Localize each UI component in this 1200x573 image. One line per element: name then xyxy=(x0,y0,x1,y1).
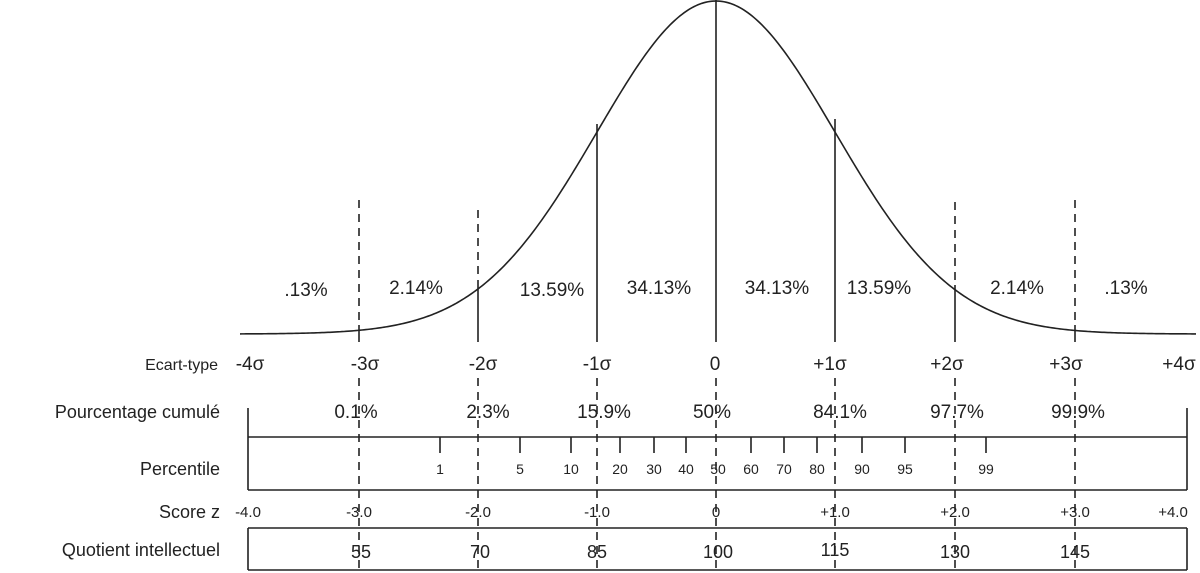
percentile-label-80: 80 xyxy=(809,461,825,477)
iq-label-70: 70 xyxy=(470,542,490,562)
segment-pct-3: 13.59% xyxy=(520,280,585,301)
zscore-label-0: 0 xyxy=(712,504,720,521)
iq-label-115: 115 xyxy=(821,540,850,560)
percentile-label-5: 5 xyxy=(516,461,524,477)
row-label-percentile: Percentile xyxy=(140,459,220,479)
percentile-label-30: 30 xyxy=(646,461,662,477)
segment-pct-5: 34.13% xyxy=(745,278,810,299)
percentile-label-10: 10 xyxy=(563,461,579,477)
sigma-tick-0: 0 xyxy=(710,354,721,375)
percentile-label-95: 95 xyxy=(897,461,913,477)
sigma-tick-plus1: +1σ xyxy=(813,354,847,375)
cumulative-2.3: 2.3% xyxy=(466,402,509,423)
iq-label-85: 85 xyxy=(587,542,607,562)
segment-pct-1: .13% xyxy=(284,280,327,301)
row-label-sigma: Ecart-type xyxy=(145,357,218,374)
zscore-label-plus4: +4.0 xyxy=(1158,504,1188,521)
percentile-label-40: 40 xyxy=(678,461,694,477)
sigma-tick-minus3: -3σ xyxy=(351,354,380,375)
zscore-label-minus2: -2.0 xyxy=(465,504,491,521)
iq-label-55: 55 xyxy=(351,542,371,562)
row-label-cumulative: Pourcentage cumulé xyxy=(55,402,220,422)
percentile-label-70: 70 xyxy=(776,461,792,477)
cumulative-84.1: 84.1% xyxy=(813,402,867,423)
segment-pct-2: 2.14% xyxy=(389,278,443,299)
percentile-ticks xyxy=(439,437,987,453)
cumulative-99.9: 99.9% xyxy=(1051,402,1105,423)
sigma-tick-plus2: +2σ xyxy=(930,354,964,375)
segment-pct-6: 13.59% xyxy=(847,278,912,299)
percentile-label-20: 20 xyxy=(612,461,628,477)
zscore-label-minus4: -4.0 xyxy=(235,504,261,521)
percentile-label-1: 1 xyxy=(436,461,444,477)
zscore-label-plus3: +3.0 xyxy=(1060,504,1090,521)
cumulative-97.7: 97.7% xyxy=(930,402,984,423)
iq-label-130: 130 xyxy=(940,542,970,562)
sigma-tick-minus2: -2σ xyxy=(469,354,498,375)
cumulative-0.1: 0.1% xyxy=(334,402,377,423)
iq-label-145: 145 xyxy=(1060,542,1090,562)
sigma-tick-plus4: +4σ xyxy=(1162,354,1196,375)
row-label-iq: Quotient intellectuel xyxy=(62,540,220,560)
percentile-label-99: 99 xyxy=(978,461,994,477)
zscore-label-minus3: -3.0 xyxy=(346,504,372,521)
row-label-zscore: Score z xyxy=(159,502,220,522)
segment-pct-8: .13% xyxy=(1104,278,1147,299)
percentile-label-50: 50 xyxy=(710,461,726,477)
iq-label-100: 100 xyxy=(703,542,733,562)
zscore-label-plus1: +1.0 xyxy=(820,504,850,521)
bell-curve xyxy=(239,0,1196,335)
cumulative-50: 50% xyxy=(693,402,731,423)
sigma-tick-plus3: +3σ xyxy=(1049,354,1083,375)
sigma-tick-minus4: -4σ xyxy=(236,354,265,375)
segment-pct-7: 2.14% xyxy=(990,278,1044,299)
segment-pct-4: 34.13% xyxy=(627,278,692,299)
percentile-label-90: 90 xyxy=(854,461,870,477)
sigma-tick-minus1: -1σ xyxy=(583,354,612,375)
percentile-label-60: 60 xyxy=(743,461,759,477)
zscore-label-minus1: -1.0 xyxy=(584,504,610,521)
cumulative-15.9: 15.9% xyxy=(577,402,631,423)
zscore-label-plus2: +2.0 xyxy=(940,504,970,521)
